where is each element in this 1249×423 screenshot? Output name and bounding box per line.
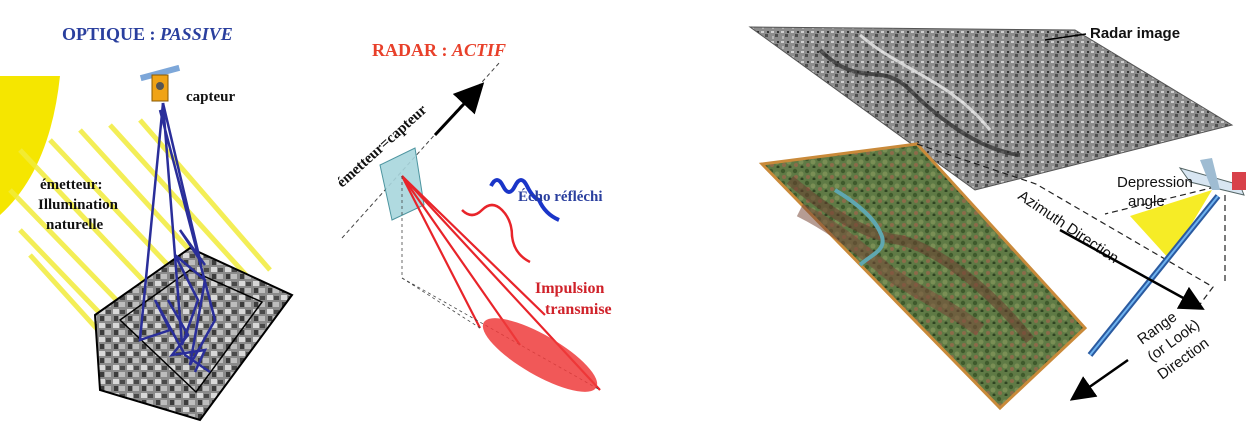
flight-direction-arrow: [433, 82, 485, 137]
radar-echo-label: Écho réfléchi: [518, 188, 603, 205]
optique-emitter-label-3: naturelle: [46, 217, 104, 233]
ground-scene-image: [758, 142, 1088, 411]
echo-wave: [489, 178, 560, 222]
optique-title: OPTIQUE : PASSIVE: [62, 24, 233, 44]
radar-title: RADAR : ACTIF: [372, 40, 506, 60]
aircraft-icon: [1178, 158, 1246, 196]
radar-image-label: Radar image: [1090, 25, 1180, 42]
sar-panel: Radar image Depression angle Azimuth Dir…: [748, 25, 1246, 411]
footprint-dashed-outline: [916, 143, 1226, 308]
depression-angle-label-1: Depression: [1117, 174, 1193, 191]
radar-panel: RADAR : ACTIF émetteur=capteur Écho réfl…: [334, 40, 612, 392]
city-ground-image: [93, 246, 294, 422]
radar-pulse-label-1: Impulsion: [535, 280, 604, 297]
beam-guide-lines: [401, 176, 601, 391]
reflection-paths: [138, 102, 217, 374]
sunlight-rays: [8, 118, 272, 362]
range-direction-arrow: [1069, 358, 1129, 401]
sun-icon: [0, 76, 60, 215]
radar-footprint: [482, 318, 598, 392]
optique-panel: OPTIQUE : PASSIVE capteur: [0, 24, 294, 422]
radar-image-plate: [748, 26, 1234, 191]
satellite-sensor-icon: [139, 64, 181, 102]
depression-angle-wedge: [1130, 190, 1212, 260]
depression-angle-label-2: angle: [1128, 193, 1165, 210]
optique-sensor-label: capteur: [186, 89, 235, 105]
optique-emitter-label-1: émetteur:: [40, 177, 102, 193]
pulse-wave: [461, 203, 531, 264]
radar-pulse-label-2: transmise: [545, 301, 612, 318]
optique-emitter-label-2: Illumination: [38, 197, 119, 213]
azimuth-direction-arrow: [1059, 228, 1205, 310]
